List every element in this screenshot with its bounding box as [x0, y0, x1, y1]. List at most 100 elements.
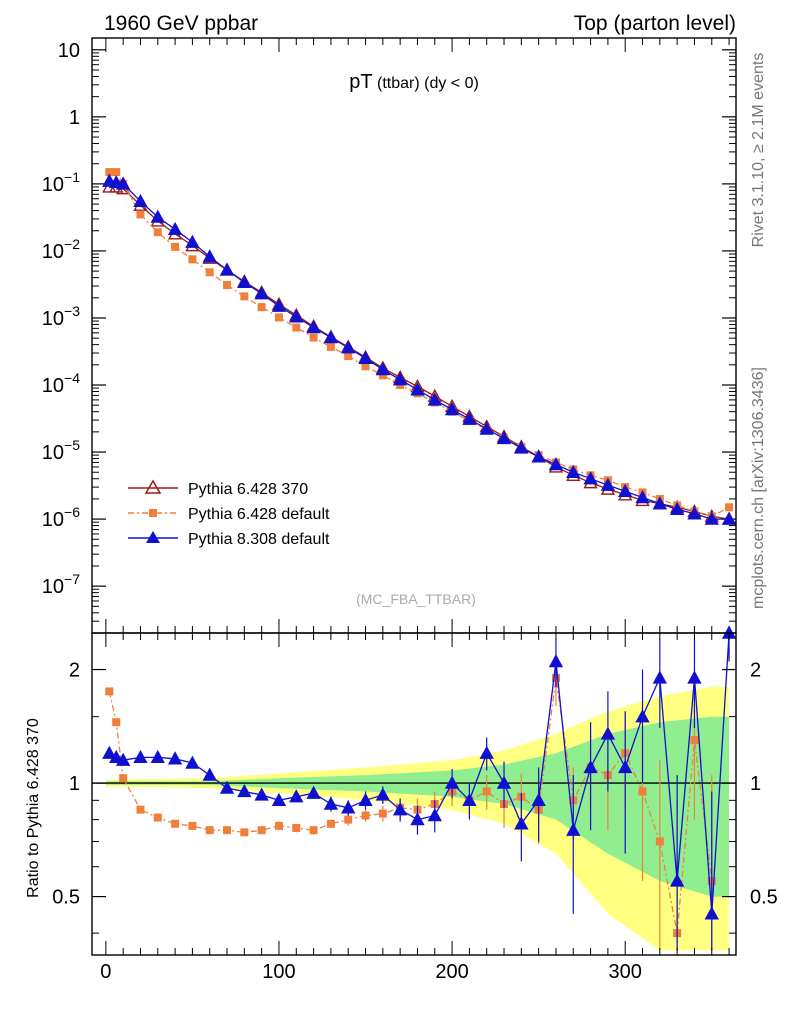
data-point-pythia-8-308-default	[115, 176, 131, 190]
data-point-pythia-6-428-default	[112, 168, 121, 177]
ratio-point-pythia-8-308-default	[254, 787, 269, 801]
ratio-stat-uncertainty-band	[105, 716, 730, 897]
main-y-tick-label: 10−2	[42, 236, 80, 263]
data-point-pythia-8-308-default	[531, 449, 546, 463]
ratio-point-pythia-6-428-default	[223, 826, 232, 835]
main-y-tick-label: 10−5	[42, 437, 80, 464]
data-point-pythia-8-308-default	[289, 309, 304, 323]
main-y-tick-labels: 10 1 10−1 10−2 10−3 10−4 10−5 10−6 10−7	[42, 40, 80, 598]
main-y-tick-label: 10−6	[42, 504, 80, 531]
data-point-pythia-6-428-default	[725, 503, 734, 512]
ratio-point-pythia-6-428-default	[188, 821, 197, 830]
main-title-sub: (ttbar) (dy < 0)	[373, 75, 479, 92]
ratio-point-pythia-8-308-default	[635, 709, 650, 723]
main-y-tick-label: 10−1	[42, 169, 80, 196]
ratio-point-pythia-8-308-default	[479, 745, 494, 759]
data-point-pythia-8-308-default	[566, 464, 581, 478]
data-point-pythia-6-428-default	[105, 168, 114, 177]
ratio-point-pythia-8-308-default	[410, 812, 425, 826]
data-point-pythia-6-428-default	[223, 281, 232, 290]
ratio-point-pythia-6-428-default	[105, 687, 114, 696]
ratio-y-tick-label-right: 2	[750, 660, 761, 682]
data-point-pythia-6-428-default	[153, 228, 162, 237]
data-point-pythia-6-428-default	[344, 352, 353, 361]
data-point-pythia-8-308-default	[444, 402, 460, 416]
ratio-point-pythia-8-308-default	[271, 792, 287, 807]
data-point-pythia-8-308-default	[410, 382, 425, 396]
data-point-pythia-6-428-default	[326, 342, 335, 351]
data-point-pythia-8-308-default	[618, 483, 633, 497]
data-point-pythia-8-308-default	[185, 234, 200, 248]
main-y-tick-label: 10−3	[42, 303, 80, 330]
ratio-point-pythia-8-308-default	[167, 751, 183, 765]
ratio-point-pythia-8-308-default	[323, 796, 339, 810]
ratio-point-pythia-8-308-default	[115, 752, 131, 766]
data-point-pythia-8-308-default	[600, 477, 616, 491]
main-plot-layer	[92, 38, 737, 634]
ratio-point-pythia-8-308-default	[548, 654, 564, 668]
data-point-pythia-6-428-default	[309, 333, 318, 342]
ratio-point-pythia-8-308-default	[237, 784, 252, 798]
x-tick-label: 200	[435, 961, 468, 983]
x-tick-label: 300	[609, 961, 642, 983]
ratio-point-pythia-8-308-default	[202, 767, 217, 781]
ratio-point-pythia-8-308-default	[375, 787, 391, 801]
data-point-pythia-8-308-default	[548, 457, 564, 471]
ratio-point-pythia-6-428-default	[240, 828, 249, 837]
ratio-point-pythia-6-428-default	[112, 718, 121, 727]
mcplots-reference-label: mcplots.cern.ch [arXiv:1306.3436]	[750, 367, 767, 609]
ratio-y-tick-label: 0.5	[52, 887, 80, 909]
ratio-point-pythia-6-428-default	[257, 826, 266, 835]
legend: Pythia 6.428 370 Pythia 6.428 default Py…	[128, 479, 330, 548]
data-point-pythia-6-428-default	[274, 313, 283, 322]
ratio-point-pythia-6-428-default	[378, 809, 387, 818]
ratio-point-pythia-6-428-default	[326, 819, 335, 828]
data-point-pythia-8-308-default	[496, 430, 512, 445]
data-point-pythia-6-428-default	[205, 268, 214, 277]
ratio-point-pythia-8-308-default	[358, 792, 373, 807]
main-y-tick-label: 1	[69, 107, 80, 129]
data-point-pythia-8-308-default	[427, 392, 442, 406]
data-point-pythia-8-308-default	[254, 286, 269, 300]
main-y-tick-label: 10−4	[42, 370, 80, 397]
data-point-pythia-8-308-default	[514, 440, 529, 454]
ratio-point-pythia-6-428-default	[292, 824, 301, 833]
data-point-pythia-6-428-default	[361, 362, 370, 371]
data-point-pythia-8-308-default	[358, 350, 373, 365]
ratio-y-tick-label: 1	[69, 773, 80, 795]
ratio-point-pythia-8-308-default	[444, 775, 460, 789]
ratio-y-tick-label: 2	[69, 660, 80, 682]
data-point-pythia-8-308-default	[150, 209, 165, 223]
ratio-point-pythia-8-308-default	[652, 670, 668, 684]
data-point-pythia-8-308-default	[237, 274, 252, 289]
ratio-point-pythia-8-308-default	[150, 749, 165, 764]
ratio-point-pythia-8-308-default	[427, 808, 442, 822]
legend-entry-pythia8-default: Pythia 8.308 default	[128, 531, 330, 548]
ratio-point-pythia-6-428-default	[482, 787, 491, 796]
ratio-point-pythia-8-308-default	[704, 906, 719, 920]
main-title-main: pT	[349, 71, 372, 93]
ratio-point-pythia-8-308-default	[514, 816, 529, 830]
legend-entry-pythia6-370: Pythia 6.428 370	[128, 479, 308, 498]
data-point-pythia-6-428-default	[257, 303, 266, 312]
data-point-pythia-8-308-default	[202, 249, 217, 263]
x-tick-label: 0	[100, 961, 111, 983]
ratio-point-pythia-6-428-default	[274, 821, 283, 830]
ratio-point-pythia-8-308-default	[600, 726, 616, 740]
ratio-point-pythia-8-308-default	[102, 745, 117, 759]
x-tick-label: 100	[262, 961, 295, 983]
data-point-pythia-8-308-default	[635, 490, 650, 504]
ratio-tick-labels: 0.5 0.5 1 1 2 2 0 100 200 300	[52, 660, 778, 983]
ratio-y-tick-label-right: 0.5	[750, 887, 778, 909]
ratio-point-pythia-8-308-default	[306, 785, 321, 799]
data-point-pythia-8-308-default	[669, 501, 685, 516]
ratio-point-pythia-6-428-default	[119, 774, 128, 783]
ratio-point-pythia-8-308-default	[109, 749, 124, 764]
ratio-point-pythia-6-428-default	[638, 787, 647, 796]
ratio-point-pythia-8-308-default	[669, 873, 685, 887]
data-point-pythia-8-308-default	[462, 411, 477, 425]
ratio-point-pythia-8-308-default	[496, 775, 512, 789]
ratio-y-tick-label-right: 1	[750, 773, 761, 795]
analysis-tag: (MC_FBA_TTBAR)	[356, 591, 476, 607]
